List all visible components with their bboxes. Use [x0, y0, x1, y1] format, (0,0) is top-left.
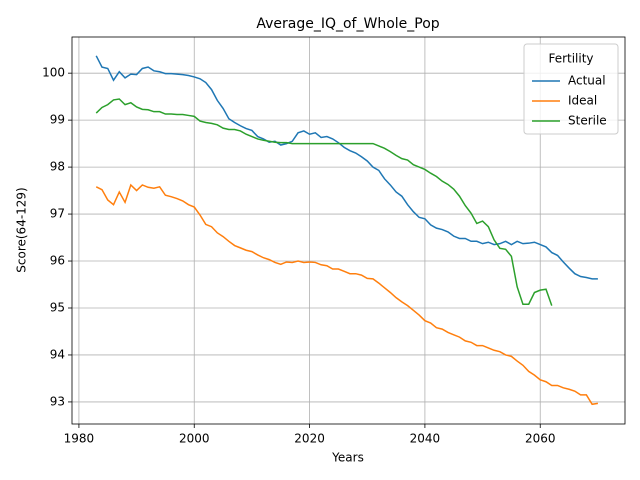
- y-tick-label: 99: [50, 113, 65, 127]
- legend-label: Actual: [568, 74, 606, 88]
- y-tick-label: 98: [50, 160, 65, 174]
- x-tick-label: 2060: [525, 432, 556, 446]
- data-line: [95, 98, 553, 306]
- legend-title: Fertility: [548, 52, 593, 66]
- plot-frame: [71, 36, 626, 425]
- legend-label: Ideal: [568, 94, 597, 108]
- legend-label: Sterile: [568, 114, 607, 128]
- legend-box: [523, 43, 619, 135]
- y-tick-label: 94: [50, 347, 65, 361]
- x-axis-label: Years: [331, 451, 364, 465]
- data-line: [95, 55, 598, 280]
- y-tick-label: 93: [50, 394, 65, 408]
- y-tick-label: 95: [50, 300, 65, 314]
- y-tick-label: 100: [42, 66, 65, 80]
- x-tick-label: 2000: [179, 432, 210, 446]
- y-tick-label: 96: [50, 254, 65, 268]
- x-tick-label: 1980: [64, 432, 95, 446]
- y-axis-label: Score(64-129): [15, 187, 29, 272]
- data-line: [95, 183, 599, 406]
- y-tick-label: 97: [50, 207, 65, 221]
- chart-title: Average_IQ_of_Whole_Pop: [256, 16, 439, 32]
- x-tick-label: 2040: [410, 432, 441, 446]
- x-tick-label: 2020: [294, 432, 325, 446]
